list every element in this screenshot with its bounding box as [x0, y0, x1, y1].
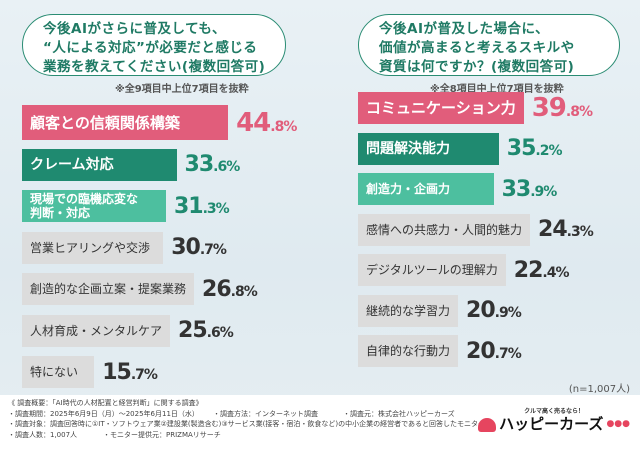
value-label: 15.7%	[102, 359, 158, 385]
bar: 継続的な学習力	[358, 294, 459, 327]
logo-name: ハッピーカーズ	[499, 415, 604, 434]
bar-label: 創造的な企画立案・提案業務	[30, 282, 187, 296]
value-label: 20.7%	[466, 338, 522, 364]
question-line: 資質は何ですか？(複数回答可)	[379, 59, 575, 75]
bar: 自律的な行動力	[358, 335, 459, 367]
survey-method: ・調査方法：インターネット調査	[213, 409, 318, 418]
bar-row: 創造的な企画立案・提案業務 26.8%	[22, 273, 258, 305]
bar-label: 営業ヒアリングや交渉	[30, 240, 151, 255]
bar-row: 創造力・企画力 33.9%	[358, 173, 558, 205]
bar: 創造力・企画力	[358, 173, 494, 205]
survey-count: ・調査人数：1,007人	[8, 430, 78, 439]
bar: 特にない	[22, 356, 95, 388]
value-label: 20.9%	[466, 298, 522, 323]
bar: コミュニケーション力	[358, 92, 524, 124]
question-line: 価値が高まると考えるスキルや	[379, 40, 575, 56]
sample-size: (n=1,007人)	[568, 384, 630, 395]
value-label: 30.7%	[171, 235, 227, 260]
bar-row: 自律的な行動力 20.7%	[358, 335, 522, 367]
bar-label: 感情への共感力・人間的魅力	[366, 222, 523, 237]
question-bubble: 今後AIがさらに普及しても、 “人による対応”が必要だと感じる 業務を教えてくだ…	[22, 14, 286, 76]
bar-label: 人材育成・メンタルケア	[30, 323, 163, 338]
question-line: 業務を教えてください(複数回答可)	[43, 59, 266, 75]
question-line: 今後AIが普及した場合に、	[379, 21, 550, 37]
bar-label: 特にない	[30, 365, 79, 379]
bar: 問題解決能力	[358, 132, 499, 165]
bar: 人材育成・メンタルケア	[22, 314, 171, 347]
value-label: 44.8%	[236, 107, 297, 138]
bar-row: 感情への共感力・人間的魅力 24.3%	[358, 213, 594, 246]
bar-row: クレーム対応 33.6%	[22, 148, 241, 181]
bar-row: コミュニケーション力 39.8%	[358, 92, 593, 124]
bar-label: 問題解決能力	[366, 140, 450, 157]
bar-row: デジタルツールの理解力 22.4%	[358, 254, 570, 286]
logo-tagline: クルマ高く売るなら！	[524, 408, 584, 415]
value-label: 25.6%	[178, 318, 234, 343]
bar-label: 現場での臨機応変な判断・対応	[30, 192, 139, 220]
value-label: 35.2%	[506, 136, 563, 161]
value-label: 26.8%	[202, 276, 258, 302]
bar: 営業ヒアリングや交渉	[22, 231, 164, 264]
survey-period: ・調査期間：2025年6月9日（月）～2025年6月11日（水）	[8, 409, 199, 418]
bar-row: 現場での臨機応変な判断・対応 31.3%	[22, 190, 230, 222]
bar: デジタルツールの理解力	[358, 254, 506, 286]
bar-label: 継続的な学習力	[366, 303, 451, 318]
value-label: 24.3%	[538, 217, 594, 242]
bar: クレーム対応	[22, 148, 177, 181]
survey-provider: ・モニター提供元：PRIZMAリサーチ	[103, 430, 221, 439]
bar-label: 顧客との信頼関係構築	[30, 113, 180, 132]
bar: 創造的な企画立案・提案業務	[22, 273, 195, 305]
bar: 顧客との信頼関係構築	[22, 105, 229, 140]
question-line: “人による対応”が必要だと感じる	[43, 40, 258, 56]
survey-org: ・調査元：株式会社ハッピーカーズ	[343, 409, 455, 418]
bar-row: 営業ヒアリングや交渉 30.7%	[22, 231, 227, 264]
bar-row: 特にない 15.7%	[22, 356, 158, 388]
right-chart: 今後AIが普及した場合に、 価値が高まると考えるスキルや 資質は何ですか？(複数…	[320, 0, 640, 395]
bar: 感情への共感力・人間的魅力	[358, 213, 531, 246]
bar-label: コミュニケーション力	[366, 99, 516, 117]
question-bubble: 今後AIが普及した場合に、 価値が高まると考えるスキルや 資質は何ですか？(複数…	[358, 14, 620, 76]
bar-label: 創造力・企画力	[366, 182, 451, 196]
bar-label: デジタルツールの理解力	[366, 263, 498, 277]
value-label: 31.3%	[173, 193, 230, 219]
survey-title: 《 調査概要：「AI時代の人材配置と経営判断」に関する調査》	[8, 399, 203, 407]
bar-label: クレーム対応	[30, 156, 114, 173]
survey-target: ・調査対象：調査回答時に①IT・ソフトウェア業②建設業(製造含む)③サービス業(…	[8, 420, 486, 428]
value-label: 22.4%	[513, 257, 570, 283]
value-label: 33.6%	[184, 152, 241, 177]
value-label: 39.8%	[531, 93, 593, 123]
bar: 現場での臨機応変な判断・対応	[22, 190, 166, 222]
left-chart: 今後AIがさらに普及しても、 “人による対応”が必要だと感じる 業務を教えてくだ…	[0, 0, 320, 395]
note: ※全8項目中上位7項目を抜粋	[430, 84, 564, 95]
note: ※全9項目中上位7項目を抜粋	[115, 84, 249, 95]
dots-icon: ●●●	[606, 419, 630, 430]
bar-label: 自律的な行動力	[366, 344, 451, 358]
value-label: 33.9%	[501, 176, 558, 202]
bar-row: 顧客との信頼関係構築 44.8%	[22, 105, 297, 140]
survey-footer: 《 調査概要：「AI時代の人材配置と経営判断」に関する調査》 ・調査期間：202…	[0, 395, 640, 450]
question-line: 今後AIがさらに普及しても、	[43, 21, 226, 37]
bar-row: 人材育成・メンタルケア 25.6%	[22, 314, 234, 347]
logo: クルマ高く売るなら！ ハッピーカーズ ●●●	[478, 407, 630, 432]
bar-row: 継続的な学習力 20.9%	[358, 294, 522, 327]
bar-row: 問題解決能力 35.2%	[358, 132, 563, 165]
elephant-icon	[478, 417, 497, 432]
